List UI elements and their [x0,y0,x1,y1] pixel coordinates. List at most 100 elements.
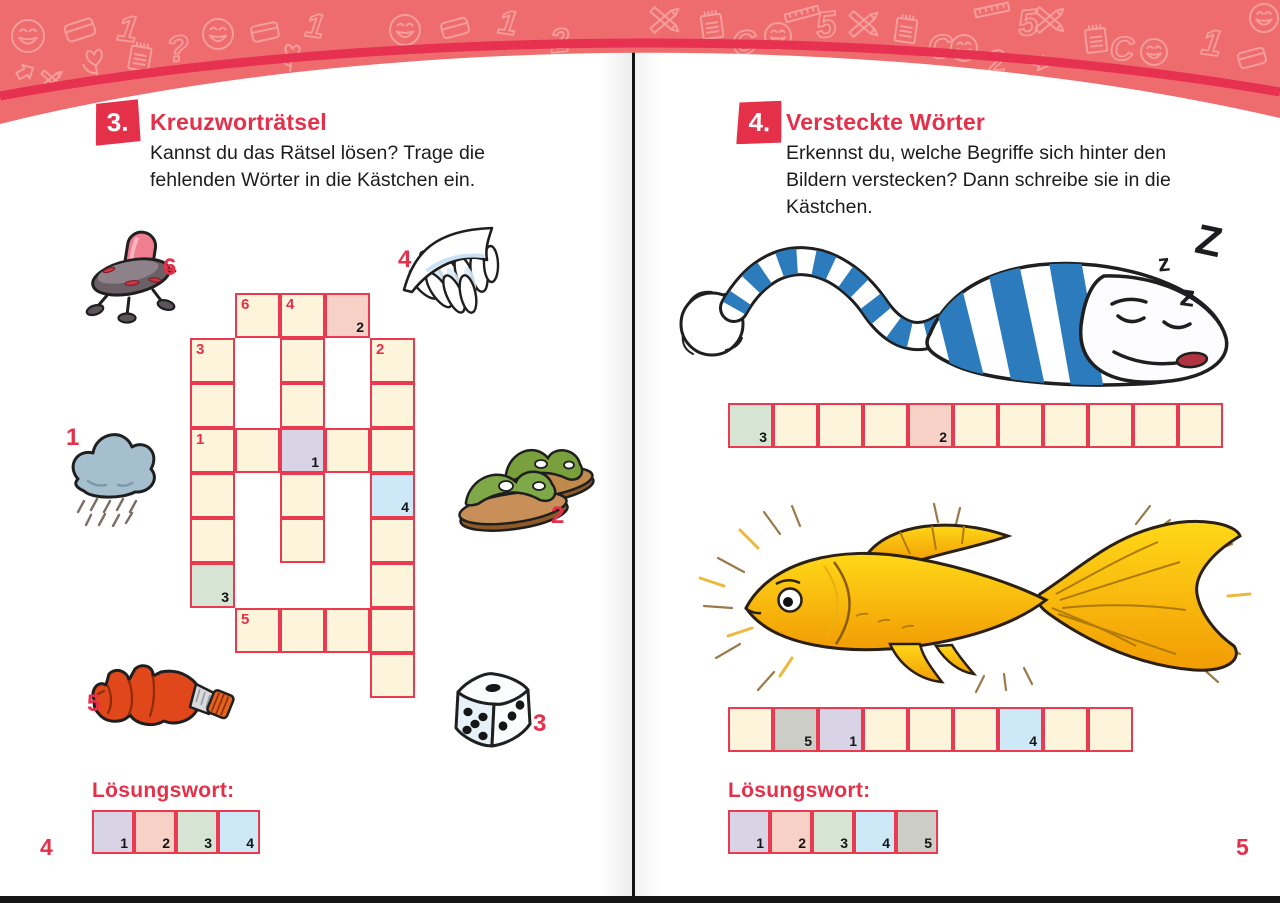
crossword-cell [190,473,235,518]
cap-brim-face [1079,274,1229,384]
solution-box: 4 [854,810,896,854]
answer-cell: 1 [818,707,863,752]
crossword-cell: 1 [190,428,235,473]
clue-number: 6 [241,296,250,313]
banner-doodle-glyph: ? [164,26,192,71]
solution-box-number: 1 [756,835,764,851]
solution-box: 3 [176,810,218,854]
ufo-lights [102,266,177,286]
banner-doodle-smiley [1249,3,1279,33]
solution-box: 5 [896,810,938,854]
answer-cell [1088,403,1133,448]
crossword-cell [280,383,325,428]
solution-box: 2 [134,810,176,854]
crossword-cell [190,518,235,563]
solution-box-number: 2 [162,835,170,851]
crossword-cell [370,383,415,428]
wing-label: 4 [398,246,412,273]
solution-box-number: 1 [120,835,128,851]
crossword-cell [280,473,325,518]
paint-tube-label: 5 [87,690,101,717]
fish-mouth [744,606,762,615]
tube-cap [206,689,235,720]
rain-cloud-label: 1 [66,424,80,451]
answer-cell: 4 [998,707,1043,752]
die-label: 3 [533,710,547,737]
solution-letter-number: 2 [939,429,947,445]
page-spine [632,46,635,896]
banner-doodle-eraser [63,17,97,43]
solution-letter-number: 2 [356,319,364,335]
page-number-left: 4 [40,834,53,860]
svg-text:C: C [928,29,953,66]
solution-box: 1 [728,810,770,854]
banner-doodle-pencilx [848,10,879,38]
crossword-cell: 3 [190,563,235,608]
banner-background [0,0,1280,124]
answer-cell [1043,403,1088,448]
banner-doodle-ruler [973,1,1011,19]
svg-text:?: ? [165,27,191,70]
clue-number: 2 [376,341,385,358]
paint-tube-illustration [91,664,235,727]
die-pips [462,683,525,741]
crossword-cell: 6 [235,293,280,338]
wing-illustration [402,226,500,314]
banner-stripe [0,38,1280,101]
banner-doodle-notepad [127,41,153,73]
answer-cell [1178,403,1223,448]
banner-doodle-pencilx [1034,6,1065,34]
svg-text:C: C [1110,31,1135,68]
gill-line [832,561,851,645]
sleep-z: z [1156,249,1172,278]
pelvic-fin [888,642,945,684]
crossword-cell [280,518,325,563]
answer-cell [863,707,908,752]
crossword-cell [190,383,235,428]
cap-stripes [926,263,1106,386]
ufo-illustration [85,230,177,324]
solution-box-number: 4 [246,835,254,851]
answer-cell [818,403,863,448]
sandals-illustration [458,448,595,532]
page-number-right: 5 [1236,834,1249,860]
spine-shadow-left [600,46,632,896]
intro-text-right: Erkennst du, welche Begriffe sich hinter… [786,142,1171,218]
ufo-label: 6 [163,254,177,281]
answer-cell [1088,707,1133,752]
spine-shadow-right [635,46,661,896]
page-title-left: Kreuzworträtsel [150,109,327,135]
page-title-right: Versteckte Wörter [786,109,985,135]
answer-cell [1133,403,1178,448]
glow-rays [698,528,1252,678]
tongue [1175,351,1209,369]
crossword-cell [370,653,415,698]
nightcap-illustration [679,246,1229,387]
section-number-left: 3. [106,106,129,138]
solution-letter-number: 3 [759,429,767,445]
cap-tail [719,246,957,351]
intro-text-left: Kannst du das Rätsel lösen? Trage die fe… [150,142,485,191]
section-badge-right: 4. [736,99,783,146]
solution-box-number: 3 [204,835,212,851]
front-sandal [458,470,569,532]
crossword-cell: 2 [370,338,415,383]
banner-doodle-smiley [11,19,45,53]
answer-cell [953,403,998,448]
banner-doodle-ruler [783,4,821,24]
answer-cell [863,403,908,448]
banner-doodle-smiley [389,14,421,46]
answer-cell: 5 [773,707,818,752]
answer-cell [773,403,818,448]
section-badge-left: 3. [94,99,141,146]
die-illustration [454,672,532,748]
solution-letter-number: 4 [401,499,409,515]
solution-box-number: 5 [924,835,932,851]
solution-letter-number: 3 [221,589,229,605]
banner-doodle-notepad [699,9,725,41]
banner-doodle-notepad [893,13,919,45]
crossword-cell: 5 [235,608,280,653]
banner-doodle-eraser [250,21,280,43]
solution-box: 3 [812,810,854,854]
banner-doodle-eraser [440,16,470,40]
